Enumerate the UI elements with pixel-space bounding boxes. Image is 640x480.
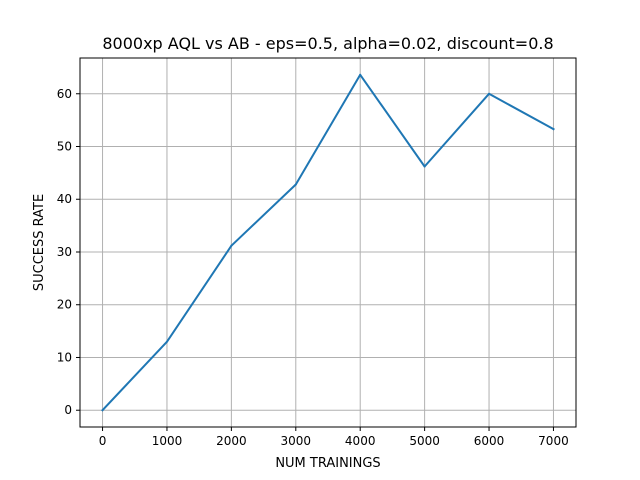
x-tick-label: 3000 — [281, 434, 312, 448]
y-tick-label: 50 — [57, 140, 72, 154]
plot-frame — [79, 57, 577, 428]
y-axis-label: SUCCESS RATE — [32, 194, 47, 291]
grid-lines — [80, 58, 576, 427]
series-line — [101, 73, 555, 412]
data-point — [294, 183, 297, 186]
y-tick-label: 20 — [57, 298, 72, 312]
axis-ticks: 0 1000 2000 3000 4000 5000 6000 7000 0 10 20 30 40 50… — [57, 87, 569, 448]
data-point — [359, 73, 362, 76]
data-point — [230, 244, 233, 247]
y-tick-label: 40 — [57, 192, 72, 206]
data-point — [552, 128, 555, 131]
x-axis-label: NUM TRAININGS — [275, 456, 380, 471]
data-point — [423, 165, 426, 168]
x-tick-label: 4000 — [345, 434, 376, 448]
x-tick-label: 0 — [99, 434, 107, 448]
data-point — [101, 409, 104, 412]
data-point — [165, 340, 168, 343]
y-tick-label: 60 — [57, 87, 72, 101]
x-tick-label: 6000 — [474, 434, 505, 448]
chart-title: 8000xp AQL vs AB - eps=0.5, alpha=0.02, … — [102, 34, 553, 53]
x-tick-label: 2000 — [216, 434, 247, 448]
y-tick-label: 10 — [57, 350, 72, 364]
x-tick-label: 5000 — [409, 434, 440, 448]
data-point — [488, 92, 491, 95]
y-tick-label: 30 — [57, 245, 72, 259]
x-tick-label: 1000 — [152, 434, 183, 448]
y-tick-label: 0 — [64, 403, 72, 417]
series-layer — [101, 73, 555, 412]
x-tick-label: 7000 — [538, 434, 569, 448]
